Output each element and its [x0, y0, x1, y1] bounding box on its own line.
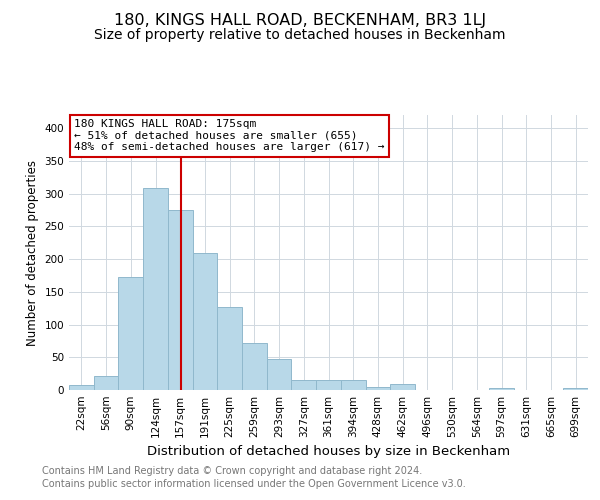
- Text: 180 KINGS HALL ROAD: 175sqm
← 51% of detached houses are smaller (655)
48% of se: 180 KINGS HALL ROAD: 175sqm ← 51% of det…: [74, 119, 385, 152]
- Bar: [143, 188, 168, 390]
- X-axis label: Distribution of detached houses by size in Beckenham: Distribution of detached houses by size …: [147, 446, 510, 458]
- Text: Contains public sector information licensed under the Open Government Licence v3: Contains public sector information licen…: [42, 479, 466, 489]
- Bar: [193, 252, 217, 390]
- Y-axis label: Number of detached properties: Number of detached properties: [26, 160, 39, 346]
- Bar: [69, 385, 94, 390]
- Text: 180, KINGS HALL ROAD, BECKENHAM, BR3 1LJ: 180, KINGS HALL ROAD, BECKENHAM, BR3 1LJ: [114, 12, 486, 28]
- Text: Size of property relative to detached houses in Beckenham: Size of property relative to detached ho…: [94, 28, 506, 42]
- Bar: [242, 343, 267, 390]
- Bar: [292, 380, 316, 390]
- Bar: [94, 376, 118, 390]
- Bar: [267, 358, 292, 390]
- Bar: [489, 388, 514, 390]
- Bar: [316, 380, 341, 390]
- Text: Contains HM Land Registry data © Crown copyright and database right 2024.: Contains HM Land Registry data © Crown c…: [42, 466, 422, 476]
- Bar: [563, 388, 588, 390]
- Bar: [118, 278, 143, 390]
- Bar: [168, 210, 193, 390]
- Bar: [365, 386, 390, 390]
- Bar: [341, 380, 365, 390]
- Bar: [390, 384, 415, 390]
- Bar: [217, 307, 242, 390]
